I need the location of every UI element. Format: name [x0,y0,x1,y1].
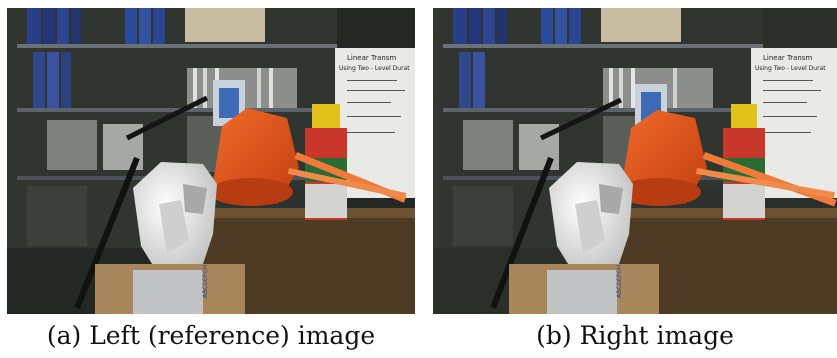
box: ABCDEFGH [509,264,659,314]
lamp [490,97,837,310]
right-image: Linear Transm Using Two - Level Durat [433,8,837,314]
svg-text:ABCDEFGH: ABCDEFGH [616,265,623,298]
plaster-head [133,162,217,314]
right-stereo-photo: Linear Transm Using Two - Level Durat [433,8,837,314]
box: ABCDEFGH [95,264,245,314]
lamp [74,95,407,310]
svg-text:Using Two - Level Durat: Using Two - Level Durat [755,65,826,72]
plaster-head [549,162,633,314]
can [305,104,347,220]
left-image-caption: (a) Left (reference) image [46,321,376,350]
poster: Linear Transm Using Two - Level Durat [751,48,837,198]
svg-text:Linear Transm: Linear Transm [763,54,812,62]
svg-text:Linear Transm: Linear Transm [347,54,396,62]
right-image-caption: (b) Right image [536,321,734,350]
left-stereo-photo: Linear Transm Using Two - Level Durat [7,8,415,314]
left-reference-image: Linear Transm Using Two - Level Durat [7,8,415,314]
can [723,104,765,220]
svg-text:Using Two - Level Durat: Using Two - Level Durat [339,65,410,72]
svg-text:ABCDEFGH: ABCDEFGH [202,265,209,298]
